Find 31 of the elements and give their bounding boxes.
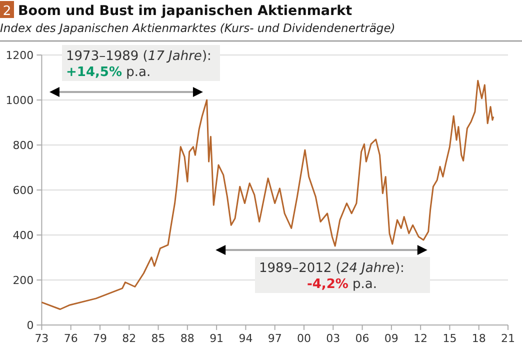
x-tick-label: 79 — [92, 332, 107, 345]
y-tick-label: 400 — [12, 229, 34, 242]
y-tick-label: 800 — [12, 139, 34, 152]
x-tick-label: 85 — [151, 332, 166, 345]
y-tick-label: 1000 — [6, 94, 34, 107]
y-tick-label: 1200 — [6, 49, 34, 62]
x-tick-label: 12 — [414, 332, 428, 345]
x-tick-label: 76 — [64, 332, 78, 345]
y-tick-label: 600 — [12, 184, 34, 197]
x-tick-label: 73 — [34, 332, 49, 345]
x-tick-label: 03 — [326, 332, 340, 345]
annotation: -4,2% p.a. — [306, 277, 378, 292]
x-tick-label: 18 — [472, 332, 486, 345]
chart-title: 2 Boom und Bust im japanischen Aktienmarkt — [2, 3, 353, 19]
x-tick-label: 94 — [238, 332, 253, 345]
x-tick-label: 06 — [355, 332, 370, 345]
x-tick-label: 00 — [296, 332, 311, 345]
x-tick-label: 15 — [442, 332, 457, 345]
annotation: +14,5% p.a. — [66, 65, 151, 80]
x-tick-label: 21 — [501, 332, 515, 345]
annotation: 1973–1989 (17 Jahre): — [66, 49, 212, 64]
y-tick-label: 0 — [26, 319, 34, 332]
x-tick-label: 82 — [122, 332, 136, 345]
annotation: 1989–2012 (24 Jahre): — [259, 261, 404, 276]
x-tick-label: 88 — [180, 332, 194, 345]
x-tick-label: 97 — [268, 332, 282, 345]
x-tick-label: 09 — [384, 332, 398, 345]
x-tick-label: 91 — [210, 332, 224, 345]
chart-subtitle: Index des Japanischen Aktienmarktes (Kurs- und Dividendenerträge) — [0, 21, 396, 35]
y-tick-label: 200 — [12, 274, 34, 287]
line-series — [40, 80, 494, 310]
